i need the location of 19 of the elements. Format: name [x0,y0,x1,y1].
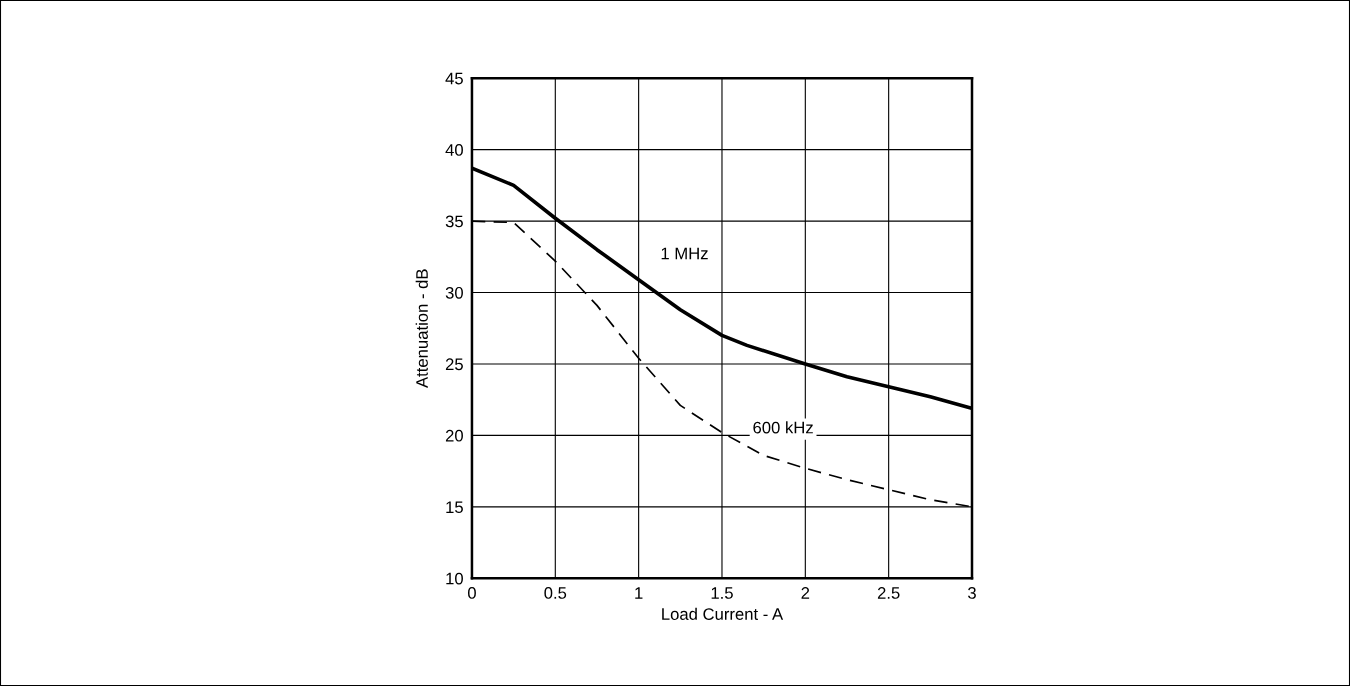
x-tick-label: 0.5 [544,587,567,599]
y-tick-label: 45 [445,72,463,85]
x-tick-label: 0 [467,587,476,599]
y-tick-label: 20 [445,429,463,442]
y-tick-label: 10 [446,572,463,585]
y-tick-label: 35 [445,215,463,228]
x-tick-label: 1.5 [711,587,733,599]
y-axis-title: Attenuation - dB [415,269,428,388]
x-tick-label: 1 [635,587,643,599]
x-tick-label: 2 [801,587,810,599]
y-tick-label: 30 [445,286,463,299]
y-tick-label: 15 [446,501,463,514]
y-tick-label: 25 [445,358,463,371]
series-label: 1 MHz [661,247,708,260]
y-tick-label: 40 [445,144,463,156]
x-tick-label: 2.5 [877,587,900,599]
x-tick-label: 3 [968,587,976,599]
series-label: 600 kHz [753,421,813,434]
x-axis-title: Load Current - A [662,607,784,620]
